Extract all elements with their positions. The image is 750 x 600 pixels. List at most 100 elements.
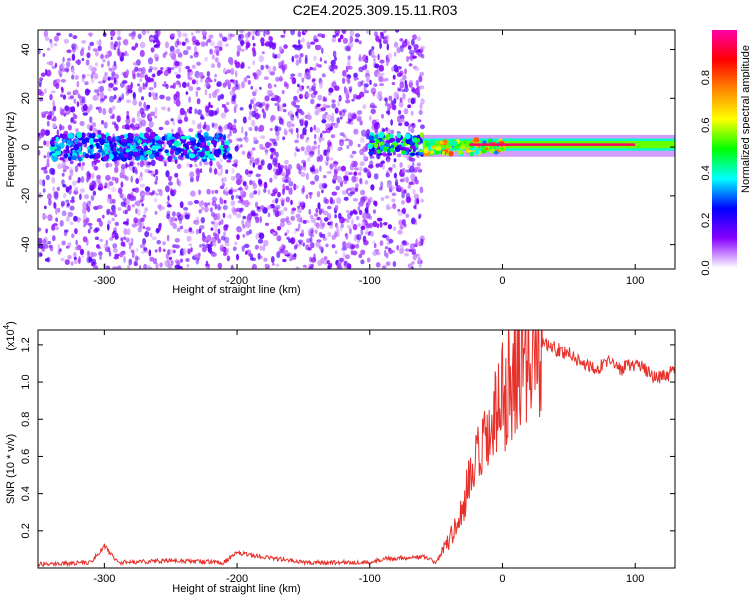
heatmap-cell (177, 155, 182, 160)
heatmap-cell (167, 195, 170, 202)
heatmap-cell (175, 80, 180, 86)
heatmap-cell (46, 162, 50, 168)
heatmap-cell (127, 88, 133, 94)
heatmap-cell (390, 185, 395, 191)
heatmap-cell (418, 240, 422, 246)
heatmap-cell (141, 30, 147, 36)
heatmap-cell (210, 211, 216, 217)
heatmap-cell (190, 176, 194, 183)
heatmap-cell (46, 61, 51, 65)
heatmap-cell (285, 185, 290, 191)
heatmap-cell (347, 55, 351, 60)
heatmap-cell (413, 193, 420, 199)
heatmap-cell (347, 41, 354, 49)
x-axis-label: Height of straight line (km) (172, 284, 300, 296)
heatmap-cell (238, 137, 243, 142)
heatmap-cell (46, 115, 52, 120)
x-tick-label: 0 (499, 573, 505, 585)
heatmap-cell (275, 130, 280, 136)
heatmap-cell (151, 73, 156, 78)
heatmap-cell (124, 176, 129, 181)
heatmap-cell (286, 229, 290, 234)
heatmap-cell (126, 218, 129, 222)
heatmap-cell (458, 150, 464, 155)
heatmap-cell (213, 48, 220, 55)
heatmap-cell (132, 73, 136, 80)
heatmap-cell (354, 33, 361, 38)
heatmap-cell (281, 172, 286, 176)
heatmap-cell (319, 165, 322, 172)
heatmap-cell (202, 147, 206, 153)
heatmap-cell (290, 73, 296, 77)
heatmap-cell (392, 163, 396, 168)
heatmap-cell (41, 111, 47, 117)
heatmap-cell (349, 163, 355, 171)
heatmap-cell (135, 208, 138, 215)
heatmap-cell (362, 145, 368, 153)
heatmap-cell (411, 261, 415, 265)
heatmap-cell (278, 45, 283, 52)
heatmap-cell (293, 253, 297, 258)
heatmap-cell (386, 110, 390, 115)
heatmap-cell (173, 156, 178, 160)
heatmap-cell (120, 181, 124, 188)
heatmap-cell (259, 143, 264, 150)
heatmap-cell (42, 238, 47, 246)
heatmap-cell (290, 210, 295, 215)
heatmap-cell (135, 178, 140, 184)
heatmap-cell (97, 80, 103, 84)
heatmap-cell (339, 34, 344, 40)
heatmap-cell (144, 207, 149, 212)
heatmap-cell (170, 187, 173, 194)
heatmap-cell (132, 92, 136, 98)
heatmap-cell (284, 165, 288, 171)
heatmap-cell (38, 192, 42, 199)
heatmap-cell (280, 164, 284, 169)
heatmap-cell (185, 38, 190, 44)
heatmap-cell (195, 39, 200, 44)
heatmap-cell (323, 95, 326, 102)
heatmap-cell (321, 73, 326, 78)
heatmap-cell (78, 157, 82, 162)
heatmap-cell (428, 140, 436, 146)
heatmap-cell (400, 243, 404, 251)
heatmap-cell (377, 53, 380, 61)
heatmap-cell (157, 188, 162, 193)
heatmap-cell (345, 93, 350, 100)
y-tick-label: 0.8 (20, 412, 32, 427)
heatmap-cell (189, 230, 195, 235)
heatmap-cell (209, 167, 213, 174)
heatmap-cell (148, 68, 153, 73)
heatmap-cell (392, 74, 396, 80)
heatmap-cell (288, 181, 294, 187)
heatmap-cell (359, 137, 365, 143)
heatmap-cell (260, 64, 265, 71)
heatmap-cell (84, 88, 90, 96)
heatmap-cell (283, 179, 289, 184)
heatmap-cell (125, 162, 128, 169)
heatmap-cell (185, 258, 190, 262)
heatmap-cell (278, 117, 284, 125)
heatmap-cell (304, 30, 308, 33)
heatmap-cell (200, 77, 203, 83)
heatmap-cell (146, 149, 153, 155)
heatmap-cell (120, 241, 126, 247)
heatmap-cell (192, 40, 196, 46)
heatmap-cell (123, 256, 126, 263)
heatmap-cell (87, 170, 90, 176)
heatmap-cell (305, 138, 309, 144)
heatmap-cell (101, 63, 104, 68)
heatmap-cell (141, 86, 147, 90)
heatmap-cell (342, 252, 346, 258)
heatmap-cell (282, 245, 286, 250)
heatmap-cell (398, 88, 402, 92)
heatmap-cell (105, 265, 111, 269)
heatmap-cell (300, 172, 306, 177)
heatmap-cell (393, 98, 397, 104)
heatmap-cell (302, 127, 307, 134)
heatmap-cell (300, 118, 305, 123)
heatmap-cell (46, 69, 52, 77)
heatmap-cell (423, 147, 429, 154)
heatmap-cell (235, 172, 241, 180)
heatmap-cell (215, 213, 221, 221)
